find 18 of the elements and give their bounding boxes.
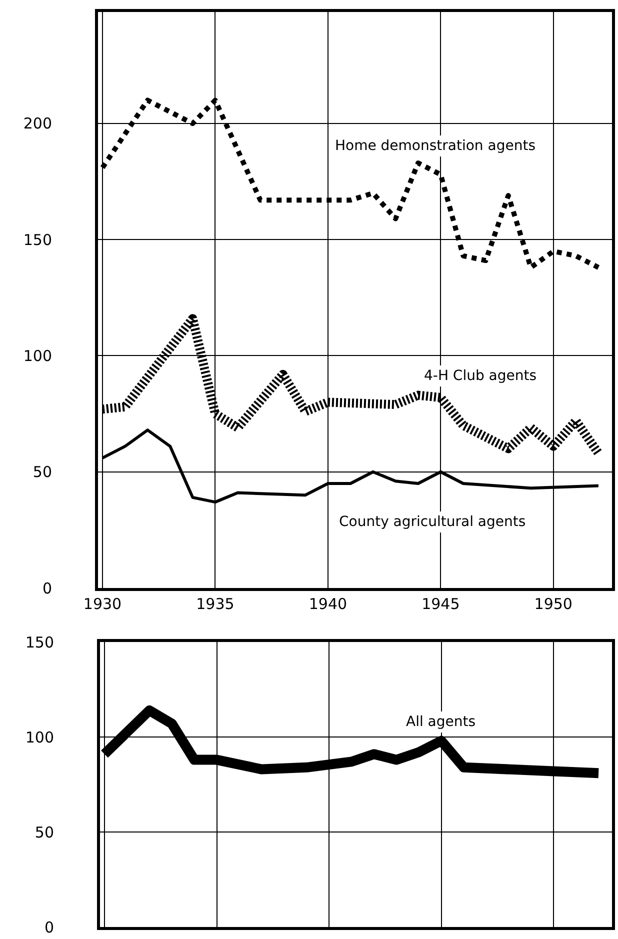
y-tick-label: 150	[23, 230, 52, 249]
series-label: Home demonstration agents	[335, 138, 536, 154]
y-tick-label: 200	[23, 114, 52, 133]
x-tick-label: 1930	[83, 595, 122, 613]
y-tick-label: 100	[23, 346, 52, 365]
y-tick-label: 0	[44, 918, 54, 936]
y-tick-label: 50	[34, 823, 54, 842]
series-label: All agents	[406, 714, 476, 730]
y-tick-label: 50	[32, 463, 52, 482]
x-tick-label: 1935	[196, 595, 234, 613]
x-tick-label: 1940	[308, 595, 348, 613]
x-tick-label: 1950	[534, 595, 572, 613]
y-tick-label: 100	[25, 728, 54, 746]
y-tick-label: 0	[42, 579, 52, 598]
x-tick-label: 1945	[422, 595, 460, 613]
y-tick-label: 150	[25, 633, 54, 652]
series-label: 4-H Club agents	[424, 368, 537, 384]
series-label: County agricultural agents	[339, 514, 526, 530]
